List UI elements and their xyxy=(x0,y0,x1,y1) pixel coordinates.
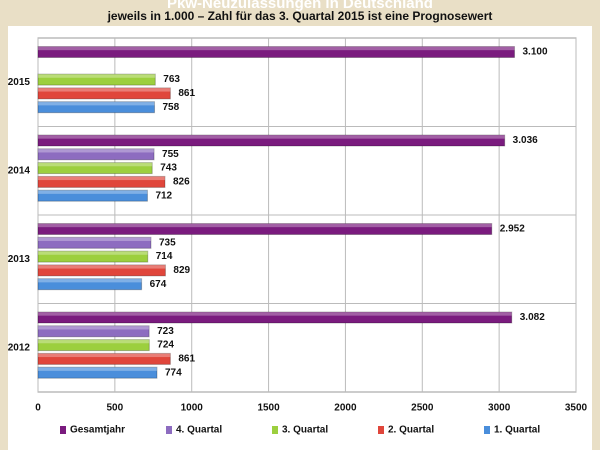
legend-swatch xyxy=(60,426,66,434)
value-label: 755 xyxy=(162,149,179,160)
bar-highlight xyxy=(38,148,155,153)
bar xyxy=(37,264,166,277)
y-tick-label: 2015 xyxy=(8,77,31,88)
bar-highlight xyxy=(38,312,512,316)
value-label: 861 xyxy=(178,88,195,99)
legend-label: 4. Quartal xyxy=(176,425,222,436)
bar xyxy=(37,325,150,338)
bar-highlight xyxy=(38,101,155,106)
legend-label: 1. Quartal xyxy=(494,425,540,436)
legend-swatch xyxy=(484,426,490,434)
x-tick-label: 3500 xyxy=(565,403,588,414)
x-tick-label: 1500 xyxy=(257,403,280,414)
value-label: 3.082 xyxy=(520,312,545,323)
bar-highlight xyxy=(38,176,165,181)
value-label: 861 xyxy=(178,354,195,365)
bar xyxy=(37,339,150,352)
bar-highlight xyxy=(38,223,492,228)
bar-highlight xyxy=(38,251,148,255)
x-tick-label: 3000 xyxy=(488,403,511,414)
bar xyxy=(37,311,513,324)
value-label: 2.952 xyxy=(500,224,525,235)
y-tick-label: 2013 xyxy=(8,254,31,265)
value-label: 758 xyxy=(163,102,180,113)
value-label: 743 xyxy=(160,163,177,174)
value-label: 724 xyxy=(157,340,174,351)
x-tick-label: 1000 xyxy=(181,403,204,414)
bar-highlight xyxy=(38,162,153,167)
value-label: 712 xyxy=(155,190,172,201)
bar-highlight xyxy=(38,190,148,194)
chart-subtitle: jeweils in 1.000 – Zahl für das 3. Quart… xyxy=(107,9,493,23)
value-label: 774 xyxy=(165,367,182,378)
bar-highlight xyxy=(38,237,151,241)
value-label: 829 xyxy=(173,265,190,276)
x-tick-label: 0 xyxy=(35,403,41,414)
bar xyxy=(37,162,153,175)
y-tick-label: 2014 xyxy=(8,165,31,176)
x-tick-label: 2000 xyxy=(334,403,357,414)
y-tick-label: 2012 xyxy=(8,342,31,353)
bar xyxy=(37,189,148,202)
bar xyxy=(37,352,171,365)
bar-highlight xyxy=(38,367,157,371)
bar-highlight xyxy=(38,278,142,283)
bar xyxy=(37,134,506,147)
value-label: 723 xyxy=(157,326,174,337)
value-label: 763 xyxy=(163,74,180,85)
value-label: 735 xyxy=(159,237,176,248)
value-label: 826 xyxy=(173,177,190,188)
bar xyxy=(37,250,149,263)
bar xyxy=(37,278,143,291)
bar-highlight xyxy=(38,87,171,92)
bar-highlight xyxy=(38,339,150,344)
bar xyxy=(37,366,158,379)
bar-highlight xyxy=(38,46,515,51)
x-tick-label: 500 xyxy=(107,403,124,414)
legend-label: 3. Quartal xyxy=(282,425,328,436)
bar xyxy=(37,73,156,86)
bar-highlight xyxy=(38,325,150,330)
bar xyxy=(37,46,516,58)
legend-swatch xyxy=(378,426,384,434)
bar xyxy=(37,101,156,114)
bar-highlight xyxy=(38,74,156,78)
bar-highlight xyxy=(38,135,505,139)
bar-highlight xyxy=(38,264,166,269)
bar xyxy=(37,87,171,100)
value-label: 714 xyxy=(156,251,173,262)
legend-label: Gesamtjahr xyxy=(70,425,125,436)
value-label: 3.100 xyxy=(523,47,548,58)
x-tick-label: 2500 xyxy=(411,403,434,414)
value-label: 674 xyxy=(150,279,167,290)
bar xyxy=(37,175,166,188)
bar xyxy=(37,223,493,235)
bar-highlight xyxy=(38,353,171,358)
legend-label: 2. Quartal xyxy=(388,425,434,436)
bar xyxy=(37,148,155,161)
legend-swatch xyxy=(272,426,278,434)
value-label: 3.036 xyxy=(513,135,538,146)
legend-swatch xyxy=(166,426,172,434)
bar xyxy=(37,236,152,249)
chart-title: Pkw-Neuzulassungen in Deutschland xyxy=(167,0,433,12)
